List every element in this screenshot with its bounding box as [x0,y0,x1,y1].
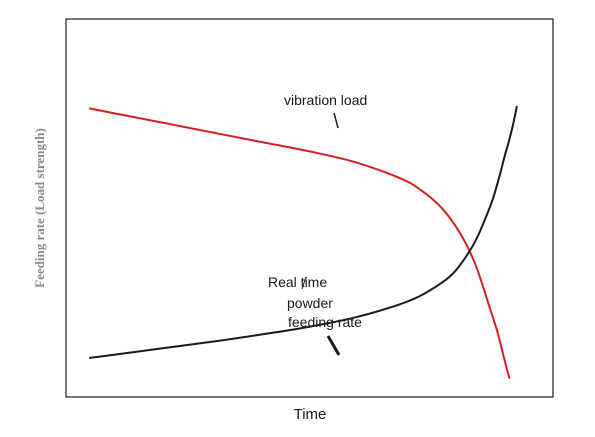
x-axis-label: Time [294,406,327,423]
powder-feeding-leader [326,335,341,356]
vibration-load-leader [333,112,339,129]
powder-feeding-annotation-line2: powder [287,295,333,311]
y-axis-label: Feeding rate (Load strength) [32,128,47,288]
vibration-load-line [89,107,511,379]
powder-feeding-annotation-line3: feeding rate [288,314,362,330]
leader-layer [301,112,341,356]
powder-feeding-rate-line [89,105,518,359]
powder-feeding-annotation-line1: Real time [268,274,327,290]
series-layer [89,105,518,379]
plot-frame [65,18,554,398]
vibration-load-annotation: vibration load [284,92,367,108]
real-time-tick [301,276,307,290]
